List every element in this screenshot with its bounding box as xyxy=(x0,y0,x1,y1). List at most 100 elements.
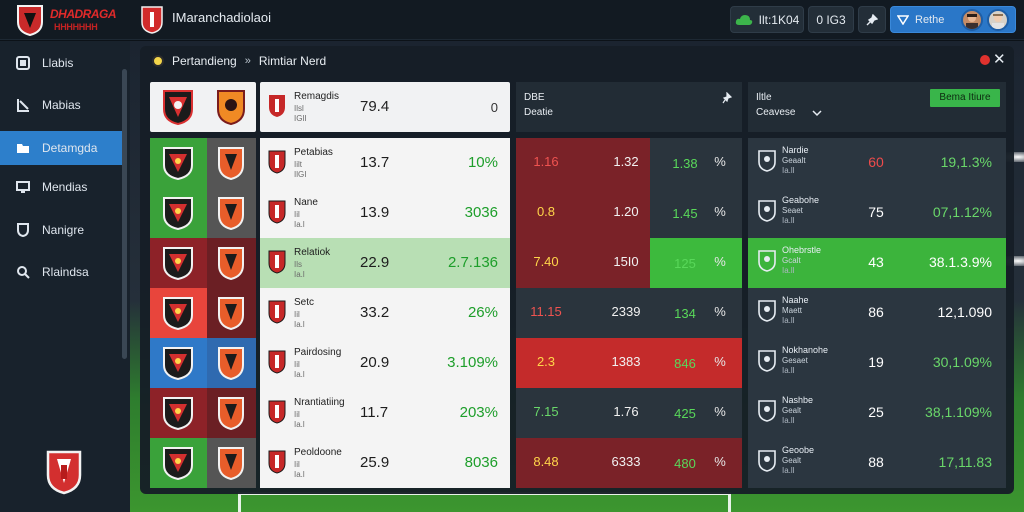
table-row[interactable] xyxy=(150,388,256,438)
player-cell[interactable]: Nokhanohe Gesaet Ia.ll 19 30,1.09% xyxy=(748,338,1006,388)
stat-value: 425 xyxy=(674,405,696,421)
team-percent: 26% xyxy=(467,304,498,321)
team-sub: Ia.l xyxy=(294,220,305,229)
stat-value: 8.48 xyxy=(533,454,559,469)
player-cell[interactable]: Nardie Geaalt Ia.ll 60 19,1.3% xyxy=(748,138,1006,188)
team-sub: IlGI xyxy=(294,170,307,179)
match-stats-cell[interactable]: 2.3 1383 846 % xyxy=(516,338,742,388)
stats-pill[interactable]: Ilt:1K04 xyxy=(730,6,804,33)
breadcrumb-item[interactable]: Pertandieng xyxy=(172,54,237,68)
avatar[interactable] xyxy=(987,9,1009,31)
header-stats-cell: DBE Deatie xyxy=(516,82,742,132)
sidebar-item-label: Llabis xyxy=(42,56,74,70)
match-stats-cell[interactable]: 1.16 1.32 1.38 % xyxy=(516,138,742,188)
away-logo-cell xyxy=(207,138,256,188)
stat-value: 0.8 xyxy=(536,204,556,219)
player-cell[interactable]: Geabohe Seaet Ia.ll 75 07,1.12% xyxy=(748,188,1006,238)
home-logo-cell xyxy=(150,138,207,188)
team-sub: Ilsl xyxy=(294,104,304,113)
table-row[interactable] xyxy=(150,188,256,238)
team-value: 11.7 xyxy=(360,404,389,421)
avatar[interactable] xyxy=(961,9,983,31)
score-pill[interactable]: 0 IG3 xyxy=(808,6,854,33)
home-logo-cell xyxy=(150,438,207,488)
club-crest-icon xyxy=(163,90,193,125)
team-sub: Ia.l xyxy=(294,370,305,379)
player-cell[interactable]: Ohebrstle Gcalt Ia.ll 43 38.1.3.9% xyxy=(748,238,1006,288)
club-crest-icon xyxy=(268,200,286,224)
team-name: Remagdis xyxy=(294,91,340,102)
sidebar-item-mabias[interactable]: Mabias xyxy=(0,88,122,122)
match-stats-cell[interactable]: 11.15 2339 134 % xyxy=(516,288,742,338)
table-row[interactable] xyxy=(150,338,256,388)
table-row[interactable] xyxy=(150,238,256,288)
close-icon[interactable]: ✕ xyxy=(993,51,1006,68)
sidebar-item-llabis[interactable]: Llabis xyxy=(0,46,122,80)
team-sub: Iil xyxy=(294,310,300,319)
club-crest-icon xyxy=(163,397,193,430)
sidebar-item-nanigre[interactable]: Nanigre xyxy=(0,213,122,247)
square-icon xyxy=(16,56,30,70)
team-cell[interactable]: Pairdosing Iil Ia.l 20.9 3.109% xyxy=(260,338,510,388)
filter-button[interactable]: Bema Itiure xyxy=(930,89,1000,107)
header-team-cell[interactable]: Remagdis Ilsl IGlI 79.4 0 xyxy=(260,82,510,132)
team-cell[interactable]: Peoldoone Iil Ia.l 25.9 8036 xyxy=(260,438,510,488)
team-name: Relatiok xyxy=(294,247,331,258)
player-sub: Ia.ll xyxy=(782,316,795,325)
top-bar: DHADRAGA HHHHHHH IMaranchadiolaoi Ilt:1K… xyxy=(0,0,1024,40)
stat-value: % xyxy=(714,154,726,169)
sidebar-item-detamgda[interactable]: Detamgda xyxy=(0,131,122,165)
player-sub: Maett xyxy=(782,306,803,315)
team-cell[interactable]: Nane Iil Ia.l 13.9 3036 xyxy=(260,188,510,238)
stat-value: % xyxy=(714,204,726,219)
match-stats-cell[interactable]: 0.8 1.20 1.45 % xyxy=(516,188,742,238)
player-cell[interactable]: Geoobe Gealt Ia.ll 88 17,11.83 xyxy=(748,438,1006,488)
pin-icon[interactable] xyxy=(722,92,732,104)
sidebar-item-label: Nanigre xyxy=(42,223,85,237)
user-menu[interactable]: Rethe xyxy=(890,6,1016,33)
player-cell[interactable]: Nashbe Gealt Ia.ll 25 38,1.109% xyxy=(748,388,1006,438)
team-cell[interactable]: Setc Iil Ia.l 33.2 26% xyxy=(260,288,510,338)
team-cell[interactable]: Petabias Iilt IlGI 13.7 10% xyxy=(260,138,510,188)
club-crest-icon xyxy=(163,147,193,180)
player-icon xyxy=(758,250,776,272)
sidebar-item-rlaindsa[interactable]: Rlaindsa xyxy=(0,255,122,289)
match-stats-cell[interactable]: 7.40 15I0 125 % xyxy=(516,238,742,288)
club-crest-icon xyxy=(268,350,286,374)
table-row[interactable] xyxy=(150,288,256,338)
club-crest-icon xyxy=(163,247,193,280)
breadcrumb: Pertandieng » Rimtiar Nerd xyxy=(152,54,326,68)
table-row[interactable] xyxy=(150,138,256,188)
player-sub: Gealt xyxy=(782,406,802,415)
brand-subtitle: HHHHHHH xyxy=(54,22,98,32)
stat-value: 125 xyxy=(674,255,696,271)
sidebar-scrollbar[interactable] xyxy=(122,69,127,359)
player-sub: Geaalt xyxy=(782,156,806,165)
brand-logo[interactable]: DHADRAGA HHHHHHH xyxy=(14,4,117,36)
folder-icon xyxy=(17,144,29,153)
player-value: 86 xyxy=(868,304,884,320)
breadcrumb-item[interactable]: Rimtiar Nerd xyxy=(258,54,327,68)
sidebar-item-mendias[interactable]: Mendias xyxy=(0,170,122,204)
player-percent: 19,1.3% xyxy=(940,154,992,170)
score-label: 0 IG3 xyxy=(816,12,846,27)
column-header: Iltle xyxy=(756,92,772,103)
player-name: Nokhanohe xyxy=(782,345,829,355)
club-crest-icon xyxy=(163,297,193,330)
team-cell[interactable]: Relatiok Ils Ia.l 22.9 2.7.136 xyxy=(260,238,510,288)
stat-value: 2.3 xyxy=(536,354,556,369)
shield-icon xyxy=(17,223,29,237)
pin-button[interactable] xyxy=(858,6,886,33)
player-percent: 38,1.109% xyxy=(925,404,992,420)
player-name: Nardie xyxy=(782,145,809,155)
match-stats-cell[interactable]: 8.48 6333 480 % xyxy=(516,438,742,488)
team-cell[interactable]: Nrantiatiing Iil Ia.l 11.7 203% xyxy=(260,388,510,438)
table-row[interactable] xyxy=(150,438,256,488)
player-cell[interactable]: Naahe Maett Ia.ll 86 12,1.090 xyxy=(748,288,1006,338)
chevron-down-icon[interactable] xyxy=(812,109,822,117)
player-sub: Gcalt xyxy=(782,256,801,265)
home-logo-cell xyxy=(150,188,207,238)
stat-value: % xyxy=(714,354,726,369)
team-sub: Iil xyxy=(294,410,300,419)
match-stats-cell[interactable]: 7.15 1.76 425 % xyxy=(516,388,742,438)
